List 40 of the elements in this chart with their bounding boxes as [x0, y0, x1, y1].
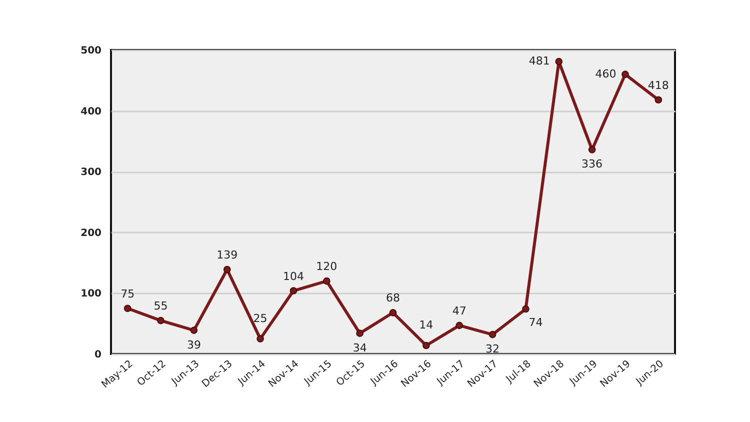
- data-label: 74: [528, 316, 543, 330]
- data-label: 336: [582, 158, 603, 171]
- y-tick-label: 100: [80, 288, 102, 300]
- y-tick-label: 500: [80, 46, 102, 56]
- point: [223, 266, 231, 274]
- data-label: 75: [120, 287, 135, 300]
- point: [422, 342, 430, 350]
- point: [389, 309, 397, 316]
- data-label: 32: [486, 342, 500, 356]
- data-label: 120: [316, 260, 338, 274]
- point: [522, 305, 530, 313]
- point: [456, 322, 464, 330]
- y-tick-label: 400: [80, 106, 102, 118]
- data-label: 104: [282, 270, 304, 283]
- data-label: 25: [253, 312, 268, 325]
- point: [488, 330, 496, 338]
- data-label: 139: [216, 248, 238, 262]
- y-tick-label: 200: [80, 228, 102, 239]
- data-label: 68: [386, 292, 400, 305]
- point: [654, 96, 662, 104]
- y-tick-label: 0: [94, 350, 102, 360]
- point: [190, 326, 198, 334]
- data-label: 47: [452, 304, 466, 318]
- point: [555, 58, 563, 66]
- data-label: 55: [154, 300, 168, 313]
- point: [256, 335, 264, 342]
- data-label: 14: [419, 318, 434, 332]
- data-label: 39: [186, 338, 201, 352]
- point: [322, 277, 330, 285]
- point: [622, 70, 629, 78]
- point: [290, 287, 298, 294]
- data-label: 460: [595, 67, 616, 80]
- y-tick-label: 300: [80, 167, 102, 178]
- data-label: 481: [528, 54, 550, 68]
- point: [124, 304, 132, 312]
- point: [356, 330, 364, 337]
- data-label: 418: [648, 78, 669, 92]
- point: [588, 146, 596, 154]
- data-label: 34: [352, 341, 367, 354]
- point: [157, 316, 164, 324]
